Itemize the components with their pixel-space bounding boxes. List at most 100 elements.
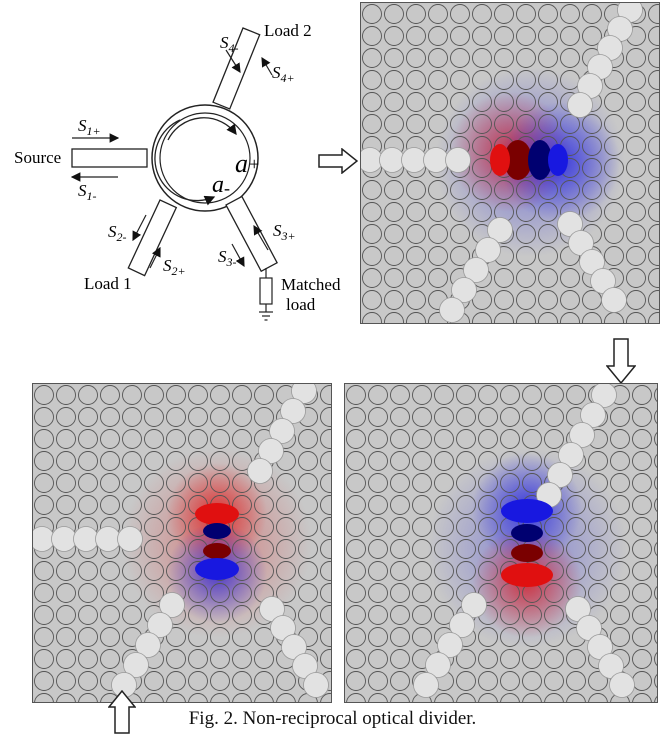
waveguide-rod — [135, 632, 161, 658]
dielectric-rod — [632, 561, 652, 581]
waveguide-rod — [379, 147, 405, 173]
dielectric-rod — [384, 92, 404, 112]
dielectric-rod — [538, 312, 558, 324]
dielectric-rod — [472, 312, 492, 324]
dielectric-rod — [654, 673, 658, 689]
dielectric-rod — [626, 48, 646, 68]
dielectric-rod — [346, 539, 366, 559]
dielectric-rod — [406, 180, 426, 200]
dielectric-rod — [346, 605, 366, 625]
dielectric-rod — [78, 561, 98, 581]
dielectric-rod — [34, 671, 54, 691]
dielectric-rod — [188, 671, 208, 691]
dielectric-rod — [276, 473, 296, 493]
dielectric-rod — [100, 583, 120, 603]
dielectric-rod — [654, 563, 658, 579]
port-s2-out: S2- — [108, 222, 127, 244]
dielectric-rod — [412, 561, 432, 581]
dielectric-rod — [456, 451, 476, 471]
dielectric-rod — [632, 693, 652, 703]
dielectric-rod — [472, 4, 492, 24]
dielectric-rod — [428, 180, 448, 200]
dielectric-rod — [368, 495, 388, 515]
dielectric-rod — [456, 693, 476, 703]
up-arrow-icon — [108, 690, 136, 734]
dielectric-rod — [362, 70, 382, 90]
dielectric-rod — [298, 473, 318, 493]
dielectric-rod — [56, 561, 76, 581]
dielectric-rod — [610, 539, 630, 559]
dielectric-rod — [632, 451, 652, 471]
dielectric-rod — [368, 385, 388, 405]
matched-load-label-2: load — [286, 295, 316, 314]
dielectric-rod — [166, 385, 186, 405]
dielectric-rod — [604, 202, 624, 222]
dielectric-rod — [434, 583, 454, 603]
dielectric-rod — [368, 627, 388, 647]
dielectric-rod — [434, 539, 454, 559]
figure-caption: Fig. 2. Non-reciprocal optical divider. — [188, 708, 477, 729]
dielectric-rod — [494, 180, 514, 200]
dielectric-rod — [122, 385, 142, 405]
dielectric-rod — [478, 429, 498, 449]
dielectric-rod — [588, 451, 608, 471]
dielectric-rod — [544, 605, 564, 625]
dielectric-rod — [494, 26, 514, 46]
dielectric-rod — [412, 429, 432, 449]
dielectric-rod — [166, 539, 186, 559]
dielectric-rod — [560, 114, 580, 134]
dielectric-rod — [538, 246, 558, 266]
dielectric-rod — [34, 429, 54, 449]
waveguide-rod — [569, 422, 595, 448]
dielectric-rod — [582, 114, 602, 134]
waveguide-rod — [73, 526, 99, 552]
dielectric-rod — [456, 495, 476, 515]
dielectric-rod — [456, 539, 476, 559]
dielectric-rod — [34, 605, 54, 625]
dielectric-rod — [166, 693, 186, 703]
dielectric-rod — [276, 539, 296, 559]
dielectric-rod — [472, 92, 492, 112]
field-core — [490, 140, 568, 180]
mode-minus-arrow — [154, 119, 216, 206]
dielectric-rod — [516, 312, 536, 324]
dielectric-rod — [434, 605, 454, 625]
dielectric-rod — [144, 451, 164, 471]
dielectric-rod — [626, 158, 646, 178]
waveguide-rod — [451, 277, 477, 303]
dielectric-rod — [100, 495, 120, 515]
dielectric-rod — [472, 114, 492, 134]
dielectric-rod — [412, 517, 432, 537]
dielectric-rod — [582, 136, 602, 156]
dielectric-rod — [610, 605, 630, 625]
waveguide-rod — [567, 92, 593, 118]
dielectric-rod — [472, 70, 492, 90]
dielectric-rod — [144, 539, 164, 559]
dielectric-rod — [494, 114, 514, 134]
dielectric-rod — [166, 517, 186, 537]
dielectric-rod — [144, 429, 164, 449]
dielectric-rod — [210, 473, 230, 493]
dielectric-rod — [434, 407, 454, 427]
dielectric-rod — [648, 312, 660, 324]
dielectric-rod — [56, 693, 76, 703]
dielectric-rod — [472, 136, 492, 156]
dielectric-rod — [34, 561, 54, 581]
dielectric-rod — [166, 495, 186, 515]
dielectric-rod — [522, 385, 542, 405]
dielectric-rod — [428, 48, 448, 68]
dielectric-rod — [346, 649, 366, 669]
dielectric-rod — [232, 539, 252, 559]
dielectric-rod — [368, 517, 388, 537]
dielectric-rod — [384, 202, 404, 222]
dielectric-rod — [122, 429, 142, 449]
dielectric-rod — [626, 180, 646, 200]
dielectric-rod — [100, 407, 120, 427]
dielectric-rod — [428, 92, 448, 112]
dielectric-rod — [362, 26, 382, 46]
dielectric-rod — [78, 605, 98, 625]
dielectric-rod — [390, 561, 410, 581]
dielectric-rod — [254, 649, 274, 669]
dielectric-rod — [588, 495, 608, 515]
dielectric-rod — [346, 385, 366, 405]
